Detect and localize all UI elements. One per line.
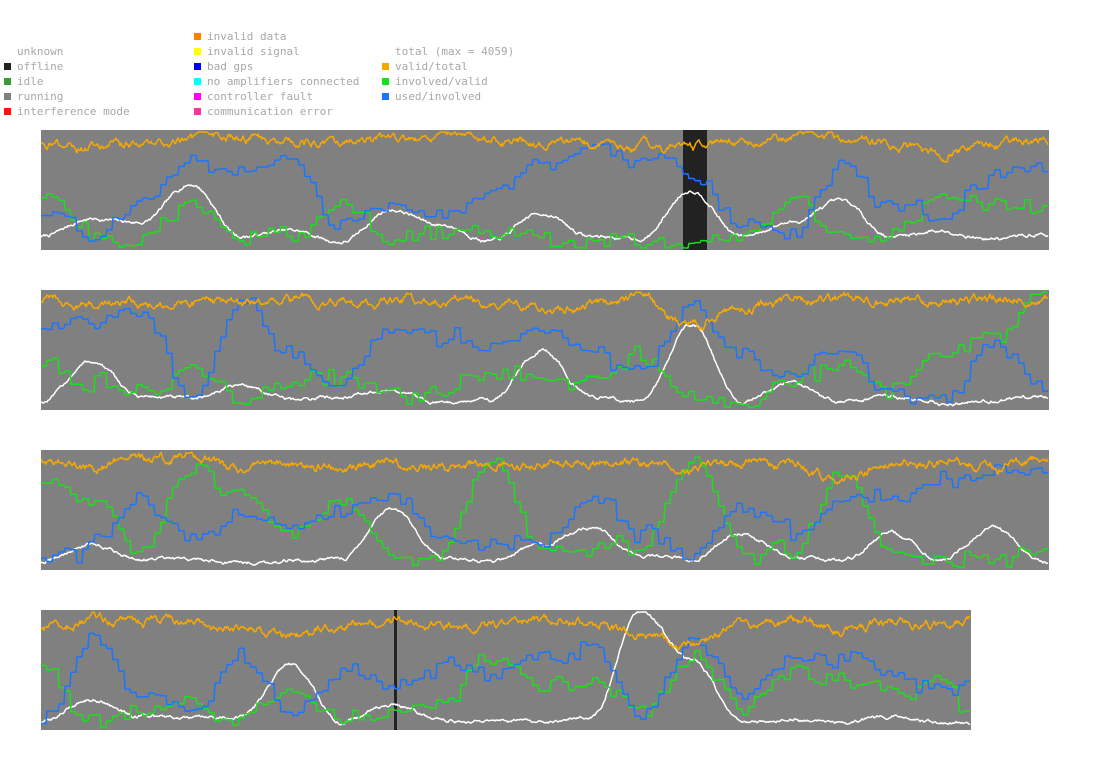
legend-label: invalid signal [207, 45, 300, 58]
square-icon [194, 78, 201, 85]
legend-label: running [17, 90, 64, 103]
square-icon [4, 93, 11, 100]
series-line-total [41, 611, 971, 726]
square-icon [194, 93, 201, 100]
series-line-valid-per-total [41, 291, 1048, 332]
series-line-used-per-involved [41, 464, 1048, 564]
square-icon [4, 63, 11, 70]
strip-svg [41, 130, 1049, 250]
legend-label: valid/total [395, 60, 468, 73]
legend-label: communication error [207, 105, 333, 118]
series-line-used-per-involved [41, 143, 1048, 243]
legend-label: invalid data [207, 30, 287, 43]
series-line-used-per-involved [41, 297, 1048, 405]
square-icon [4, 78, 11, 85]
legend-label: idle [17, 75, 44, 88]
series-line-valid-per-total [41, 611, 971, 651]
strip-svg [41, 290, 1049, 410]
legend-label: involved/valid [395, 75, 488, 88]
strip-svg [41, 450, 1049, 570]
legend-label: interference mode [17, 105, 130, 118]
legend-label: no amplifiers connected [207, 75, 360, 88]
series-line-valid-per-total [41, 131, 1049, 163]
square-icon [382, 63, 389, 70]
chart-strip-2 [41, 290, 1049, 410]
legend-label: unknown [17, 45, 64, 58]
square-icon [382, 78, 389, 85]
square-icon [4, 108, 11, 115]
legend-label: controller fault [207, 90, 313, 103]
chart-strip-3 [41, 450, 1049, 570]
legend: unknown offline idle running interferenc… [0, 29, 600, 124]
status-offline-band [394, 610, 397, 730]
legend-label: bad gps [207, 60, 254, 73]
legend-label: used/involved [395, 90, 482, 103]
square-icon [194, 48, 201, 55]
chart-strip-1 [41, 130, 1049, 250]
series-line-total [41, 184, 1049, 245]
square-icon [194, 108, 201, 115]
series-line-involved-per-valid [41, 456, 1048, 569]
square-icon [194, 33, 201, 40]
series-line-total [41, 324, 1049, 407]
series-line-valid-per-total [41, 451, 1049, 485]
status-running-background [41, 610, 971, 730]
chart-strip-4 [41, 610, 971, 730]
status-offline-band [683, 130, 707, 250]
series-line-involved-per-valid [41, 649, 970, 729]
square-icon [194, 63, 201, 70]
series-line-used-per-involved [41, 632, 970, 725]
square-icon [382, 93, 389, 100]
strip-svg [41, 610, 971, 730]
legend-label: offline [17, 60, 64, 73]
legend-label: total (max = 4059) [395, 45, 515, 58]
series-line-involved-per-valid [41, 193, 1048, 249]
